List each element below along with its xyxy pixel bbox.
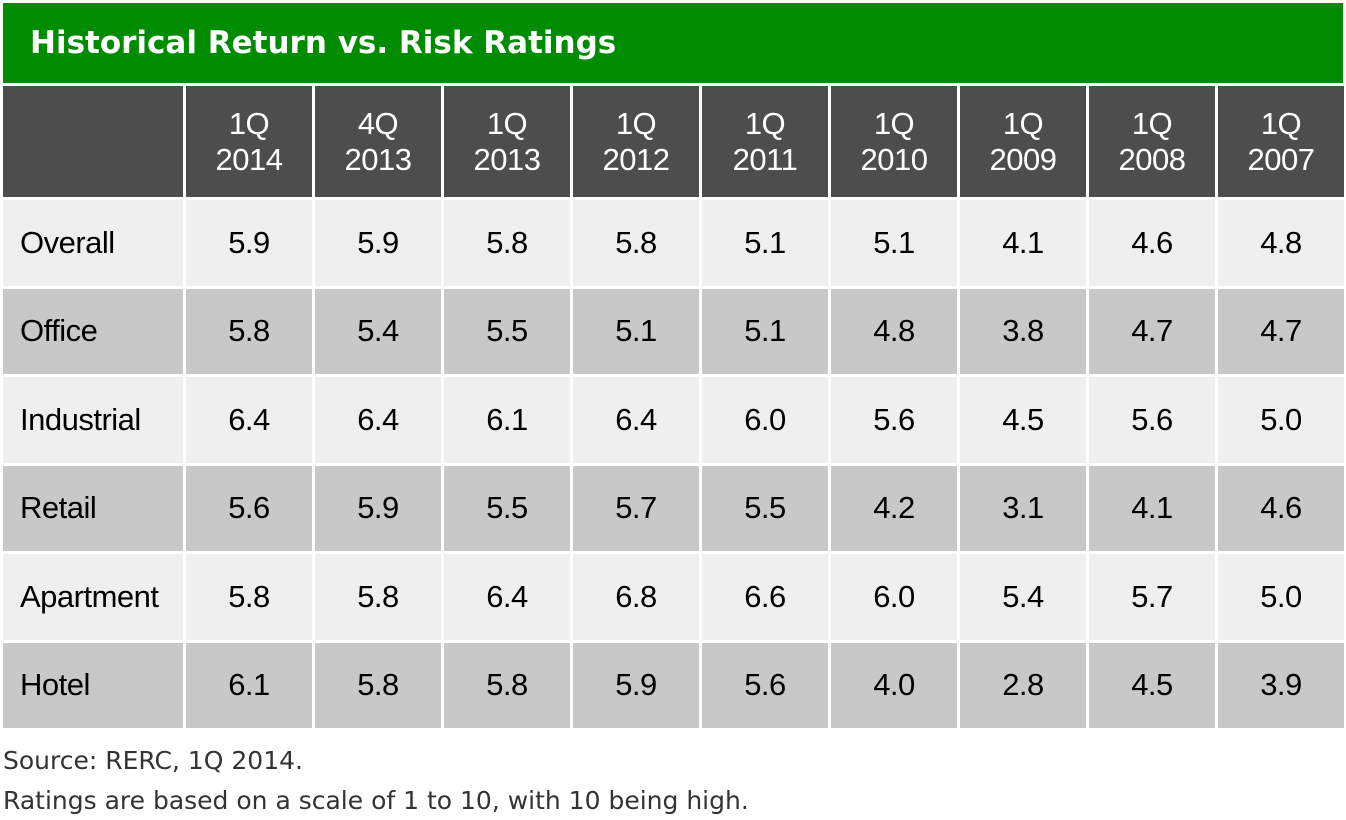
rating-cell: 6.1 — [444, 377, 570, 463]
row-label: Hotel — [3, 642, 183, 728]
rating-cell: 2.8 — [960, 642, 1086, 728]
rating-cell: 4.0 — [831, 642, 957, 728]
rating-cell: 5.4 — [960, 554, 1086, 640]
rating-cell: 4.7 — [1089, 288, 1215, 374]
rating-cell: 4.8 — [831, 288, 957, 374]
rating-cell: 5.6 — [702, 642, 828, 728]
table-row: Overall 5.9 5.9 5.8 5.8 5.1 5.1 4.1 4.6 4.8 — [3, 200, 1344, 286]
rating-cell: 5.8 — [315, 642, 441, 728]
scale-footnote: Ratings are based on a scale of 1 to 10,… — [3, 786, 749, 815]
row-label: Retail — [3, 465, 183, 551]
rating-cell: 5.8 — [186, 288, 312, 374]
rating-cell: 3.9 — [1218, 642, 1344, 728]
column-header: 1Q 2010 — [831, 86, 957, 197]
rating-cell: 5.6 — [831, 377, 957, 463]
table-title: Historical Return vs. Risk Ratings — [3, 3, 1343, 83]
rating-cell: 5.6 — [1089, 377, 1215, 463]
rating-cell: 5.0 — [1218, 377, 1344, 463]
table-row: Office 5.8 5.4 5.5 5.1 5.1 4.8 3.8 4.7 4.7 — [3, 288, 1344, 374]
rating-cell: 5.6 — [186, 465, 312, 551]
rating-cell: 5.8 — [573, 200, 699, 286]
rating-cell: 5.7 — [573, 465, 699, 551]
rating-cell: 5.8 — [444, 642, 570, 728]
table-row: Retail 5.6 5.9 5.5 5.7 5.5 4.2 3.1 4.1 4.6 — [3, 465, 1344, 551]
rating-cell: 6.4 — [186, 377, 312, 463]
rating-cell: 4.6 — [1089, 200, 1215, 286]
rating-cell: 3.8 — [960, 288, 1086, 374]
rating-cell: 6.8 — [573, 554, 699, 640]
rating-cell: 6.6 — [702, 554, 828, 640]
header-corner-cell — [3, 86, 183, 197]
table-body: Overall 5.9 5.9 5.8 5.8 5.1 5.1 4.1 4.6 4.8 Office… — [3, 200, 1344, 728]
rating-cell: 5.5 — [702, 465, 828, 551]
rating-cell: 5.1 — [573, 288, 699, 374]
rating-cell: 5.1 — [702, 200, 828, 286]
column-header: 1Q 2013 — [444, 86, 570, 197]
rating-cell: 4.5 — [960, 377, 1086, 463]
rating-cell: 6.0 — [702, 377, 828, 463]
table-row: Industrial 6.4 6.4 6.1 6.4 6.0 5.6 4.5 5.6 5.0 — [3, 377, 1344, 463]
column-header: 1Q 2014 — [186, 86, 312, 197]
rating-cell: 5.1 — [702, 288, 828, 374]
row-label: Overall — [3, 200, 183, 286]
row-label: Apartment — [3, 554, 183, 640]
rating-cell: 5.8 — [444, 200, 570, 286]
row-label: Industrial — [3, 377, 183, 463]
rating-cell: 6.4 — [444, 554, 570, 640]
rating-cell: 5.8 — [186, 554, 312, 640]
rating-cell: 5.4 — [315, 288, 441, 374]
rating-cell: 5.9 — [315, 465, 441, 551]
rating-cell: 5.8 — [315, 554, 441, 640]
row-label: Office — [3, 288, 183, 374]
rating-cell: 4.6 — [1218, 465, 1344, 551]
rating-cell: 6.4 — [573, 377, 699, 463]
rating-cell: 5.5 — [444, 465, 570, 551]
rating-cell: 4.8 — [1218, 200, 1344, 286]
rating-cell: 3.1 — [960, 465, 1086, 551]
column-header: 1Q 2007 — [1218, 86, 1344, 197]
column-header: 4Q 2013 — [315, 86, 441, 197]
rating-cell: 6.0 — [831, 554, 957, 640]
rating-cell: 5.9 — [315, 200, 441, 286]
rating-cell: 4.2 — [831, 465, 957, 551]
rating-cell: 5.7 — [1089, 554, 1215, 640]
rating-cell: 4.7 — [1218, 288, 1344, 374]
table-row: Apartment 5.8 5.8 6.4 6.8 6.6 6.0 5.4 5.7 5.0 — [3, 554, 1344, 640]
rating-cell: 4.1 — [960, 200, 1086, 286]
rating-cell: 4.1 — [1089, 465, 1215, 551]
rating-cell: 5.9 — [573, 642, 699, 728]
rating-cell: 6.4 — [315, 377, 441, 463]
rating-cell: 5.9 — [186, 200, 312, 286]
rating-cell: 5.0 — [1218, 554, 1344, 640]
table-title-text: Historical Return vs. Risk Ratings — [30, 25, 617, 61]
rating-cell: 6.1 — [186, 642, 312, 728]
table-row: Hotel 6.1 5.8 5.8 5.9 5.6 4.0 2.8 4.5 3.9 — [3, 642, 1344, 728]
column-header: 1Q 2008 — [1089, 86, 1215, 197]
header-row: 1Q 2014 4Q 2013 1Q 2013 1Q 2012 1Q 2011 1Q 201… — [3, 86, 1344, 197]
source-footnote: Source: RERC, 1Q 2014. — [3, 746, 303, 775]
rating-cell: 4.5 — [1089, 642, 1215, 728]
column-header: 1Q 2011 — [702, 86, 828, 197]
rating-cell: 5.1 — [831, 200, 957, 286]
ratings-table: 1Q 2014 4Q 2013 1Q 2013 1Q 2012 1Q 2011 1Q 201… — [0, 83, 1346, 731]
column-header: 1Q 2012 — [573, 86, 699, 197]
table-wrapper: 1Q 2014 4Q 2013 1Q 2013 1Q 2012 1Q 2011 1Q 201… — [0, 83, 1346, 731]
rating-cell: 5.5 — [444, 288, 570, 374]
column-header: 1Q 2009 — [960, 86, 1086, 197]
